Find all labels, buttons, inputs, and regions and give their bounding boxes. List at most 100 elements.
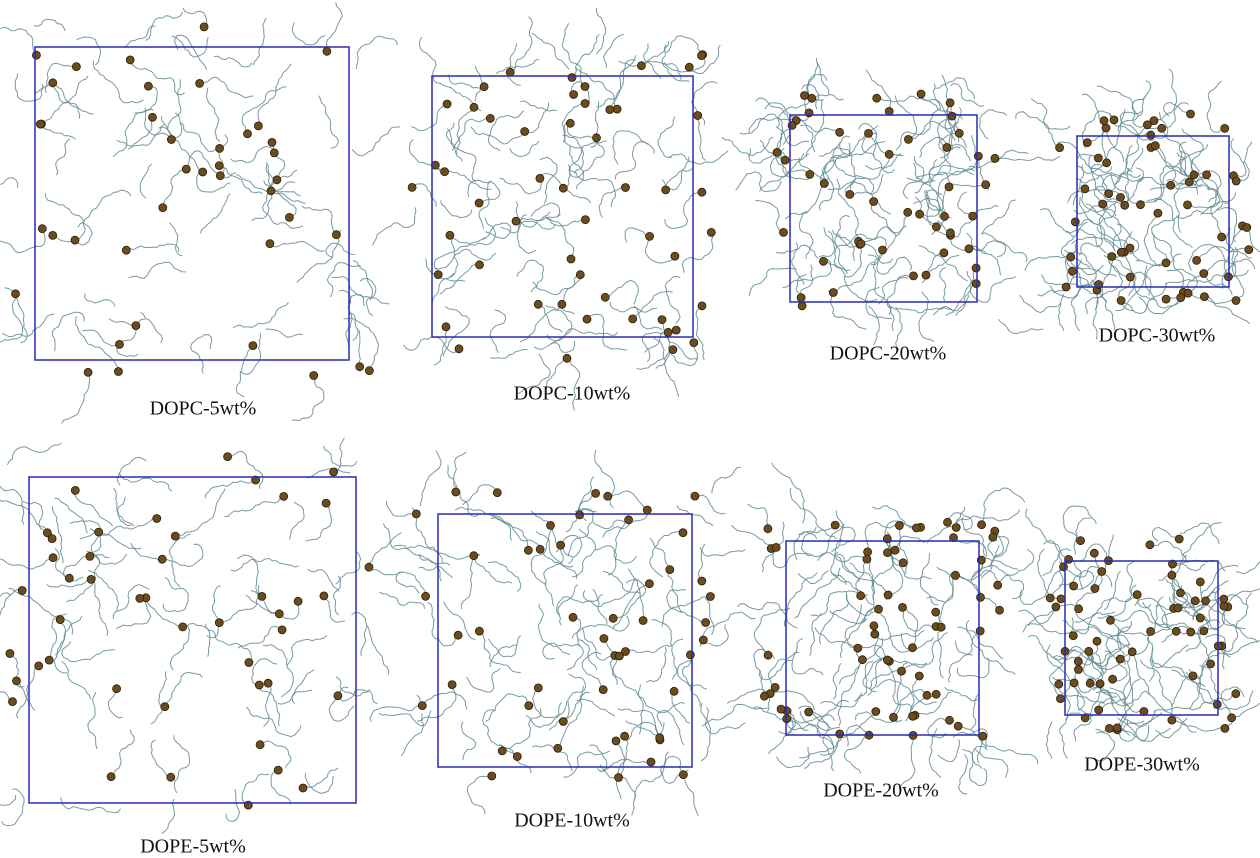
head-group (1187, 110, 1195, 118)
head-group (244, 130, 252, 138)
lipid-chain (759, 661, 792, 680)
head-group (1098, 568, 1106, 576)
head-group (434, 271, 442, 279)
lipid-chain (242, 87, 286, 134)
lipid-chain (151, 740, 171, 777)
head-group (280, 492, 288, 500)
lipid-chain (461, 722, 476, 760)
head-group (1057, 695, 1065, 703)
head-group (45, 656, 53, 664)
lipid-chain (40, 76, 88, 124)
head-group (601, 293, 609, 301)
head-group (801, 92, 809, 100)
lipid-chain (665, 276, 680, 323)
head-group (255, 681, 263, 689)
head-group (982, 181, 990, 189)
lipid-chain (302, 206, 337, 235)
head-group (831, 521, 839, 529)
lipid-chain (238, 626, 282, 648)
lipid-chain (41, 124, 75, 139)
head-group (1196, 614, 1204, 622)
lipid-chain (140, 164, 152, 198)
lipid-chain (162, 544, 203, 566)
lipid-chain (1019, 295, 1061, 312)
lipid-chain (712, 467, 741, 493)
head-group (870, 198, 878, 206)
lipid-chain (85, 294, 115, 307)
panel-label: DOPE-30wt% (1084, 754, 1200, 776)
head-group (1245, 246, 1253, 254)
head-group (1068, 267, 1076, 275)
lipid-chain (435, 249, 496, 269)
head-group (760, 692, 768, 700)
lipid-chain (236, 346, 253, 397)
head-group (854, 644, 862, 652)
lipid-chain (1180, 523, 1219, 544)
lipid-chain (1076, 173, 1141, 183)
head-group (698, 52, 706, 60)
lipid-chain (233, 302, 289, 328)
lipid-chain (490, 310, 506, 353)
head-group (1085, 647, 1093, 655)
lipid-chain (201, 194, 231, 234)
head-group (946, 229, 954, 237)
head-group (1193, 256, 1201, 264)
head-group (1121, 201, 1129, 209)
lipid-chain (903, 181, 933, 199)
head-group (622, 184, 630, 192)
head-group (639, 617, 647, 625)
head-group (910, 272, 918, 280)
head-group (884, 549, 892, 557)
lipid-chain (568, 170, 615, 207)
head-group (493, 489, 501, 497)
lipid-chain (401, 713, 424, 756)
head-group (534, 300, 542, 308)
head-group (1162, 295, 1170, 303)
snapshot (0, 438, 390, 834)
lipid-chain (879, 277, 909, 304)
head-group (904, 135, 912, 143)
head-group (883, 656, 891, 664)
lipid-chain (933, 295, 969, 315)
lipid-chain (955, 620, 972, 654)
head-group (179, 623, 187, 631)
head-group (656, 734, 664, 742)
head-group (898, 667, 906, 675)
lipid-chain (958, 192, 999, 214)
lipid-chain (1154, 702, 1217, 711)
head-group (890, 713, 898, 721)
head-group (1083, 139, 1091, 147)
lipid-chain (264, 683, 272, 726)
head-group (609, 614, 617, 622)
head-group (863, 555, 871, 563)
lipid-chain (396, 572, 419, 593)
head-group (600, 635, 608, 643)
head-group (592, 489, 600, 497)
lipid-chain (949, 655, 973, 683)
lipid-chain (596, 8, 605, 54)
snapshot (1016, 69, 1260, 340)
head-group (781, 156, 789, 164)
head-group (256, 741, 264, 749)
head-group (48, 535, 56, 543)
lipid-chain (510, 141, 539, 156)
head-group (932, 608, 940, 616)
head-group (258, 592, 266, 600)
head-group (923, 691, 931, 699)
lipid-chain (1073, 627, 1113, 639)
head-group (9, 698, 17, 706)
lipid-chain (1171, 676, 1193, 706)
head-group (1232, 177, 1240, 185)
head-group (955, 129, 963, 137)
head-group (49, 79, 57, 87)
lipid-chain (119, 473, 172, 492)
head-group (1177, 294, 1185, 302)
head-group (422, 592, 430, 600)
head-group (820, 180, 828, 188)
lipid-chain (331, 277, 364, 307)
lipid-chain (450, 218, 496, 245)
lipid-chain (700, 547, 746, 556)
lipid-chain (998, 549, 1034, 585)
lipid-chain (1028, 636, 1062, 665)
head-group (944, 518, 952, 526)
